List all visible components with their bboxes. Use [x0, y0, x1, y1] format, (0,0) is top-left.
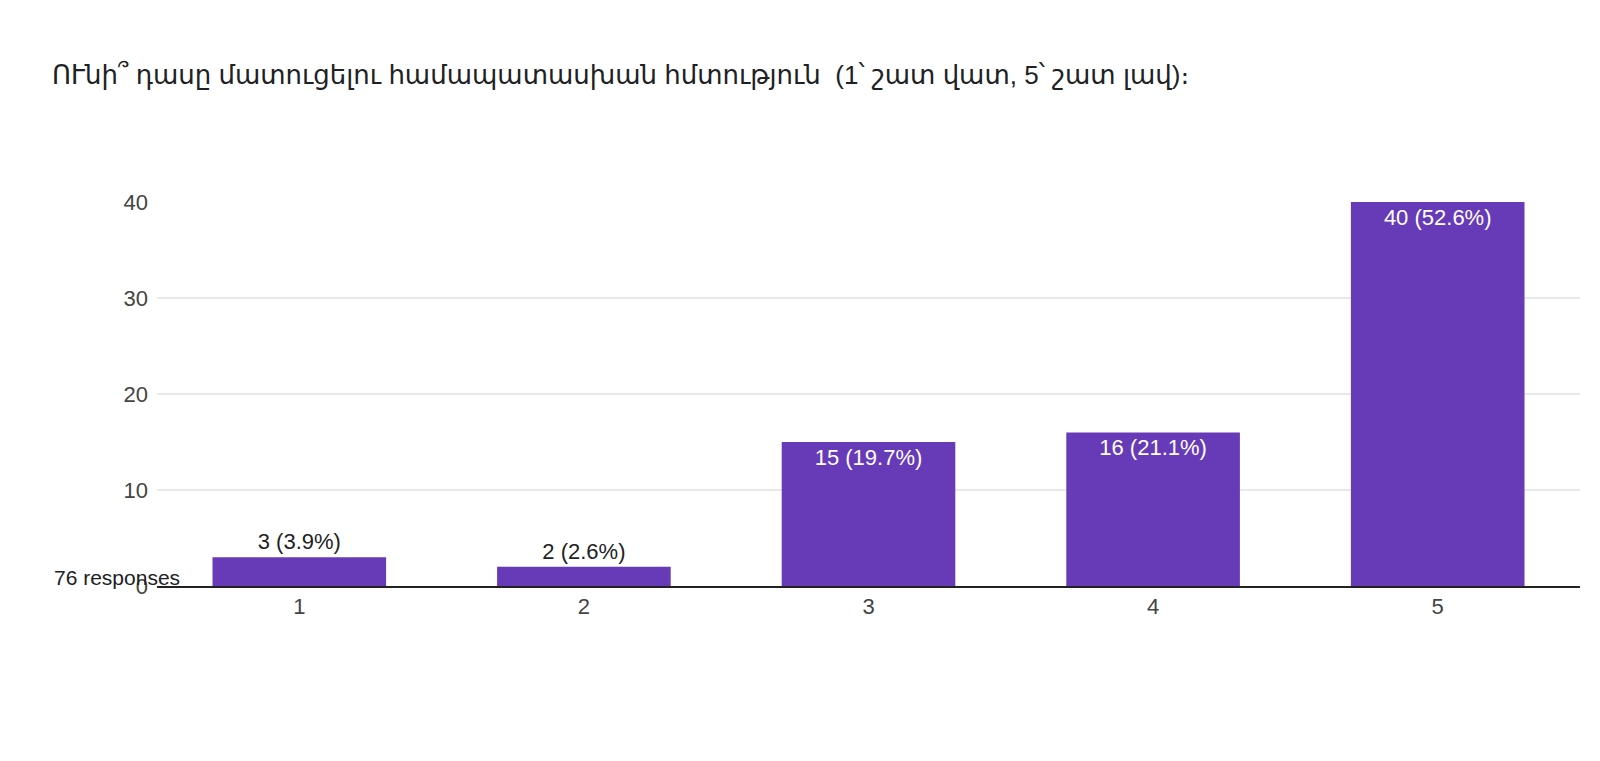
svg-text:40 (52.6%): 40 (52.6%): [1384, 205, 1492, 230]
svg-text:20: 20: [124, 382, 148, 407]
svg-text:0: 0: [136, 574, 148, 599]
svg-text:1: 1: [293, 594, 305, 619]
svg-text:2: 2: [578, 594, 590, 619]
svg-text:16 (21.1%): 16 (21.1%): [1099, 435, 1207, 460]
svg-text:4: 4: [1147, 594, 1159, 619]
svg-text:76 responses: 76 responses: [54, 566, 180, 589]
svg-text:5: 5: [1432, 594, 1444, 619]
svg-text:ՈՒնի՞ դասը մատուցելու համապատա: ՈՒնի՞ դասը մատուցելու համապատասխան հմտու…: [52, 60, 1189, 90]
svg-text:30: 30: [124, 286, 148, 311]
svg-text:40: 40: [124, 190, 148, 215]
svg-text:3: 3: [862, 594, 874, 619]
svg-text:3 (3.9%): 3 (3.9%): [258, 529, 341, 554]
svg-text:15 (19.7%): 15 (19.7%): [815, 445, 923, 470]
svg-text:2 (2.6%): 2 (2.6%): [542, 539, 625, 564]
svg-text:10: 10: [124, 478, 148, 503]
